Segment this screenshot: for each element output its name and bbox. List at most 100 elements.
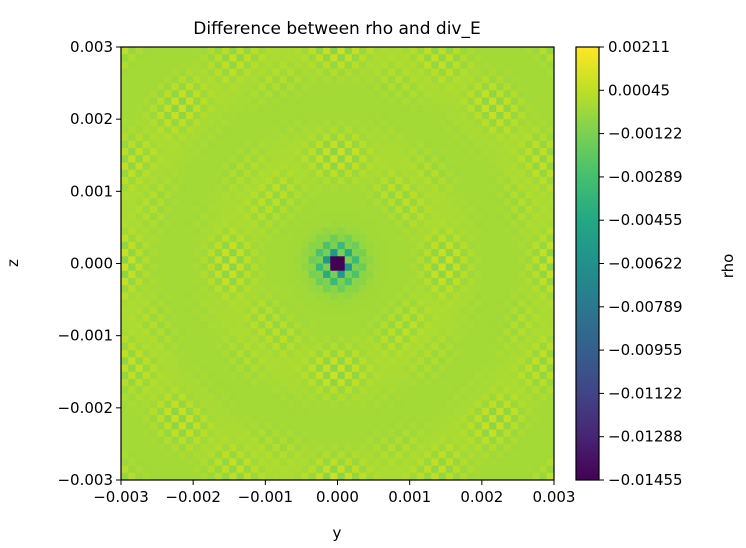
heatmap-cell (503, 220, 512, 228)
heatmap-cell (229, 169, 237, 178)
heatmap-cell (258, 415, 266, 423)
heatmap-cell (229, 364, 237, 373)
heatmap-cell (510, 162, 519, 171)
heatmap-cell (409, 104, 418, 113)
heatmap-cell (294, 342, 302, 351)
heatmap-cell (481, 90, 490, 98)
heatmap-cell (301, 234, 310, 243)
heatmap-cell (481, 306, 490, 315)
heatmap-cell (409, 285, 418, 293)
heatmap-cell (222, 104, 230, 113)
heatmap-cell (149, 357, 158, 365)
heatmap-cell (489, 393, 497, 402)
heatmap-cell (200, 205, 208, 214)
heatmap-cell (546, 314, 555, 322)
heatmap-cell (272, 328, 281, 337)
heatmap-cell (424, 299, 432, 308)
heatmap-cell (503, 212, 512, 221)
heatmap-cell (294, 472, 302, 481)
heatmap-cell (409, 306, 418, 315)
heatmap-cell (258, 472, 266, 481)
heatmap-cell (351, 205, 360, 214)
heatmap-cell (135, 285, 144, 293)
heatmap-cell (222, 357, 230, 365)
heatmap-cell (359, 364, 367, 373)
heatmap-cell (279, 212, 288, 221)
heatmap-cell (250, 335, 259, 344)
heatmap-cell (546, 148, 555, 156)
heatmap-cell (351, 212, 360, 221)
heatmap-cell (496, 133, 504, 142)
heatmap-cell (366, 126, 374, 134)
heatmap-cell (243, 263, 252, 272)
heatmap-cell (380, 234, 389, 243)
heatmap-cell (474, 234, 483, 243)
heatmap-cell (481, 263, 490, 272)
heatmap-cell (157, 393, 165, 402)
colorbar-ticks: 0.002110.00045−0.00122−0.00289−0.00455−0… (599, 38, 683, 489)
heatmap-cell (489, 407, 497, 416)
heatmap-cell (243, 371, 252, 380)
heatmap-cell (243, 140, 252, 149)
heatmap-cell (279, 241, 288, 250)
heatmap-cell (546, 451, 555, 459)
heatmap-cell (294, 249, 302, 257)
heatmap-cell (265, 386, 273, 394)
heatmap-cell (229, 176, 237, 185)
heatmap-cell (395, 61, 403, 70)
heatmap-cell (178, 126, 187, 134)
heatmap-cell (532, 393, 540, 402)
heatmap-cell (185, 378, 194, 387)
heatmap-cell (366, 458, 374, 466)
heatmap-cell (532, 111, 540, 120)
heatmap-cell (178, 299, 187, 308)
heatmap-cell (193, 184, 201, 192)
heatmap-cell (193, 256, 201, 264)
heatmap-cell (489, 451, 497, 459)
heatmap-cell (200, 314, 208, 322)
heatmap-cell (207, 75, 216, 84)
heatmap-cell (229, 234, 237, 243)
heatmap-cell (171, 119, 180, 127)
heatmap-cell (236, 350, 245, 358)
heatmap-cell (330, 415, 338, 423)
heatmap-cell (308, 378, 317, 387)
heatmap-cell (171, 342, 180, 351)
heatmap-cell (474, 220, 483, 228)
heatmap-cell (250, 270, 259, 279)
heatmap-cell (272, 133, 281, 142)
heatmap-cell (344, 350, 353, 358)
heatmap-cell (149, 429, 158, 438)
heatmap-cell (474, 422, 483, 430)
heatmap-cell (424, 465, 432, 474)
heatmap-cell (373, 184, 382, 192)
heatmap-cell (279, 321, 288, 329)
heatmap-cell (301, 61, 310, 70)
heatmap-cell (344, 422, 353, 430)
heatmap-cell (185, 220, 194, 228)
heatmap-cell (366, 75, 374, 84)
heatmap-cell (142, 126, 151, 134)
heatmap-cell (294, 220, 302, 228)
heatmap-cell (142, 400, 151, 409)
heatmap-cell (380, 364, 389, 373)
heatmap-cell (517, 140, 526, 149)
heatmap-cell (330, 83, 338, 91)
heatmap-cell (178, 263, 187, 272)
heatmap-cell (279, 364, 288, 373)
heatmap-cell (416, 126, 425, 134)
heatmap-cell (265, 400, 273, 409)
heatmap-cell (193, 155, 201, 163)
heatmap-cell (366, 328, 374, 337)
heatmap-cell (250, 68, 259, 77)
heatmap-cell (395, 90, 403, 98)
heatmap-cell (279, 68, 288, 77)
heatmap-cell (164, 198, 172, 207)
heatmap-cell (279, 90, 288, 98)
heatmap-cell (286, 451, 295, 459)
heatmap-cell (366, 407, 374, 416)
heatmap-cell (409, 292, 418, 300)
heatmap-cell (258, 198, 266, 207)
heatmap-cell (178, 241, 187, 250)
heatmap-cell (510, 378, 519, 387)
